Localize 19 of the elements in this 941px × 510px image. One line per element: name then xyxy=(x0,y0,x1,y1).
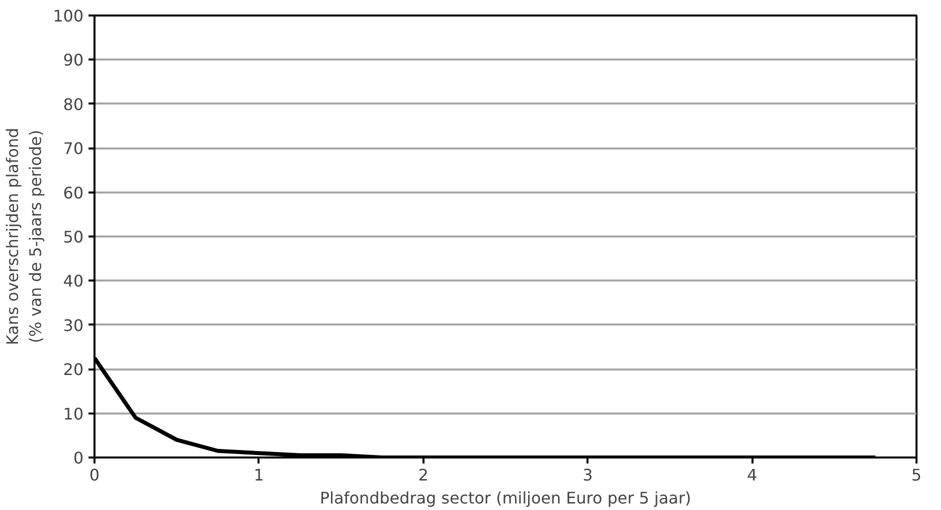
x-tick-label: 2 xyxy=(418,466,428,484)
y-tick-label: 60 xyxy=(63,183,84,202)
y-tick-label: 30 xyxy=(63,316,84,335)
y-axis-title: Kans overschrijden plafond (% van de 5-jaars periode) xyxy=(3,128,45,346)
y-tick-label: 80 xyxy=(63,94,84,114)
x-tick-label: 5 xyxy=(911,466,922,484)
x-tick-label: 4 xyxy=(747,466,758,484)
x-tick-label: 3 xyxy=(582,466,593,484)
y-tick-label: 70 xyxy=(63,139,84,158)
x-tick-label: 0 xyxy=(89,466,100,484)
y-tick-label: 40 xyxy=(63,272,84,291)
y-tick-label: 0 xyxy=(73,448,84,468)
x-axis-title: Plafondbedrag sector (miljoen Euro per 5 jaar) xyxy=(320,488,692,508)
y-tick-label: 10 xyxy=(63,404,84,424)
y-tick-label: 90 xyxy=(63,50,84,70)
y-tick-label: 50 xyxy=(63,228,84,246)
y-tick-label: 20 xyxy=(63,360,84,380)
y-tick-label: 100 xyxy=(52,6,84,26)
x-tick-label: 1 xyxy=(254,466,264,484)
